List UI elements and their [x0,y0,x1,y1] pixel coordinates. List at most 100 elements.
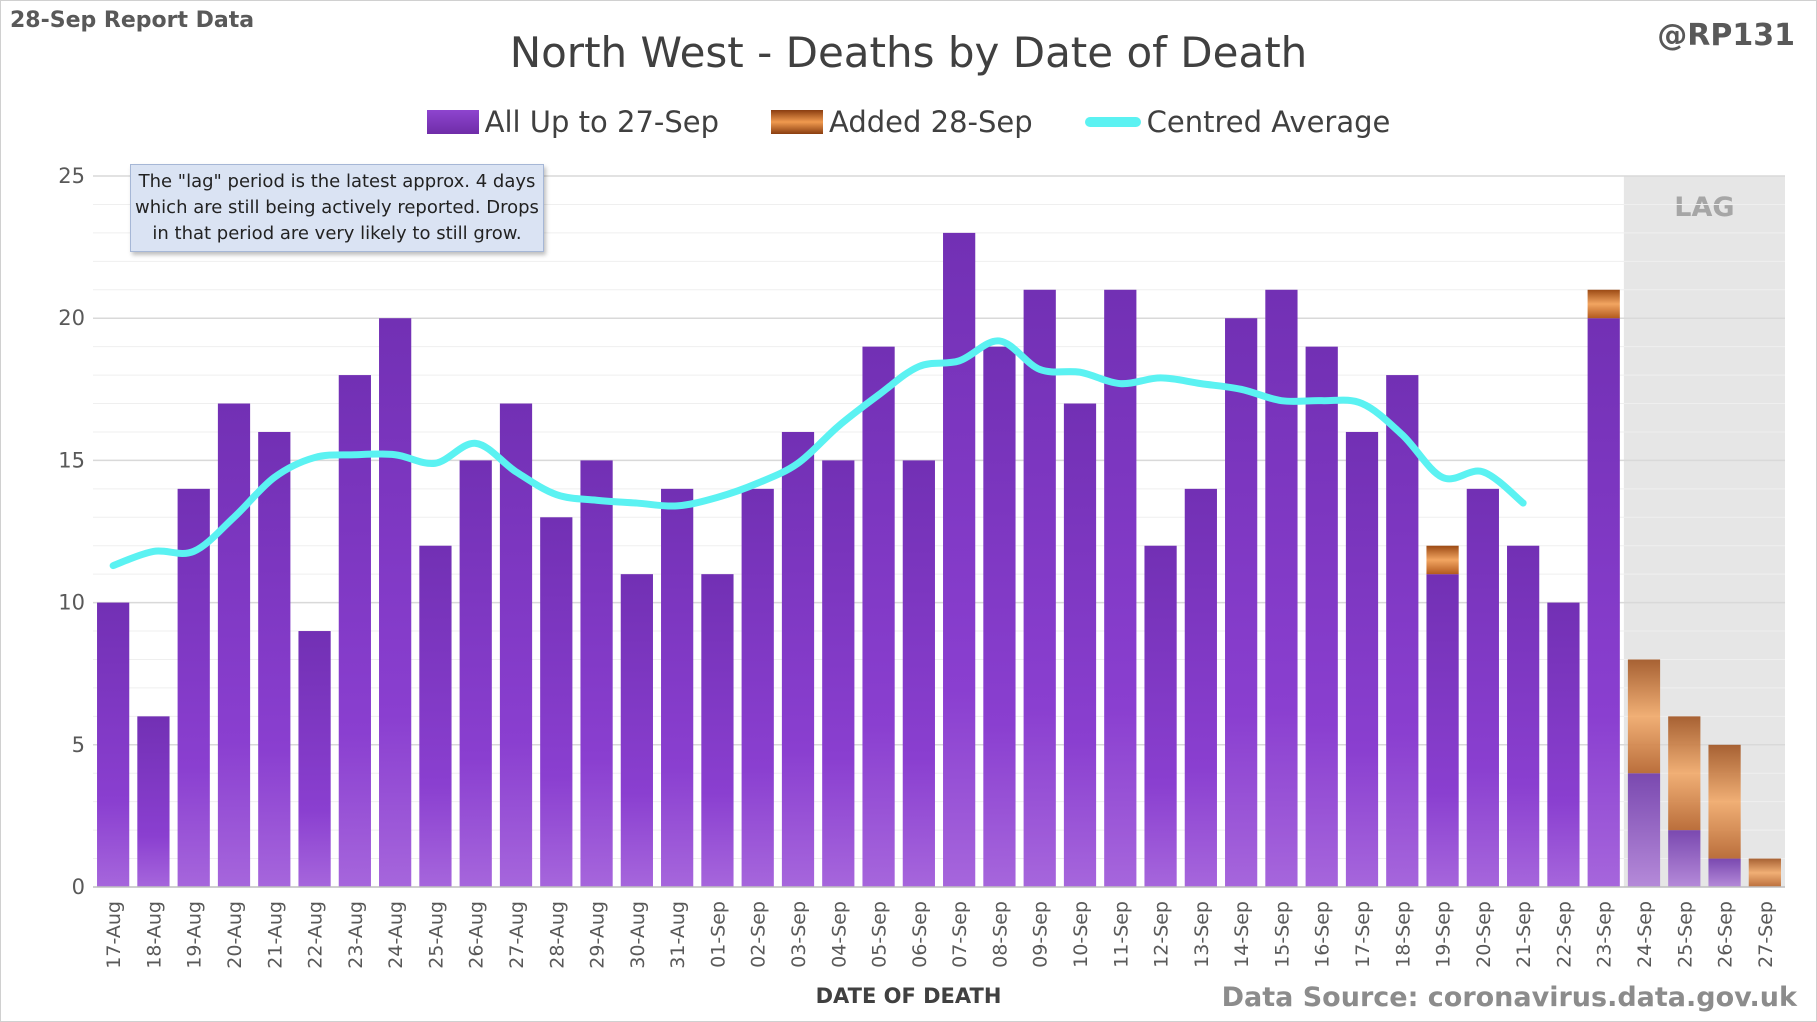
bar-added-26-Sep [1708,744,1741,859]
x-tick-label: 20-Aug [224,901,246,969]
bar-added-23-Sep [1587,289,1620,319]
author-handle: @RP131 [1657,18,1795,53]
bar-all-14-Sep [1225,318,1258,887]
legend-item-all: All Up to 27-Sep [426,105,720,139]
lag-label: LAG [1674,192,1734,223]
bar-all-29-Aug [580,460,613,887]
bar-all-26-Sep [1708,858,1741,887]
bar-all-22-Aug [298,631,331,887]
bar-all-22-Sep [1547,602,1580,887]
bar-all-09-Sep [1023,289,1056,887]
x-tick-label: 30-Aug [627,901,649,969]
x-tick-label: 27-Sep [1755,901,1777,968]
bar-all-05-Sep [862,346,895,887]
x-tick-label: 26-Aug [466,901,488,969]
legend-label-average: Centred Average [1146,105,1391,139]
data-source: Data Source: coronavirus.data.gov.uk [1221,982,1797,1013]
legend-label-added: Added 28-Sep [829,105,1033,139]
bar-all-18-Sep [1386,375,1419,887]
bar-all-01-Sep [701,574,734,887]
bar-all-20-Sep [1466,488,1499,887]
bar-all-17-Sep [1345,431,1379,887]
x-tick-label: 06-Sep [909,901,931,968]
legend: All Up to 27-Sep Added 28-Sep Centred Av… [0,105,1817,139]
y-tick-label: 5 [72,733,85,757]
bar-all-28-Aug [540,517,573,887]
y-tick-label: 15 [58,448,85,472]
y-tick-label: 10 [58,591,85,615]
y-tick-label: 25 [58,164,85,188]
legend-swatch-all [426,110,479,134]
bar-added-25-Sep [1668,716,1701,831]
x-tick-label: 09-Sep [1030,901,1052,968]
legend-swatch-added [771,110,824,134]
bar-all-25-Aug [419,545,452,887]
bar-all-16-Sep [1305,346,1338,887]
x-tick-label: 19-Aug [184,901,206,969]
x-tick-label: 25-Sep [1674,901,1696,968]
bar-all-13-Sep [1184,488,1217,887]
bar-all-23-Sep [1587,318,1620,887]
x-tick-label: 01-Sep [707,901,729,968]
bar-all-02-Sep [741,488,774,887]
x-tick-label: 24-Aug [385,901,407,969]
x-tick-label: 21-Aug [264,901,286,969]
x-tick-label: 05-Sep [869,901,891,968]
x-tick-label: 15-Sep [1271,901,1293,968]
bar-all-17-Aug [97,602,130,887]
x-tick-label: 22-Aug [305,901,327,969]
bar-all-10-Sep [1063,403,1097,887]
bar-all-19-Sep [1426,574,1459,887]
bar-all-24-Aug [379,318,412,887]
x-tick-label: 25-Aug [425,901,447,969]
x-tick-label: 29-Aug [587,901,609,969]
x-tick-label: 23-Sep [1594,901,1616,968]
x-tick-label: 08-Sep [989,901,1011,968]
x-tick-label: 21-Sep [1513,901,1535,968]
x-tick-label: 26-Sep [1715,901,1737,968]
bar-all-03-Sep [781,431,815,887]
y-tick-label: 0 [72,875,85,899]
x-tick-label: 12-Sep [1151,901,1173,968]
bar-all-07-Sep [943,232,976,887]
centred-average-line [109,337,1527,570]
x-tick-label: 18-Aug [143,901,165,969]
bar-all-04-Sep [822,460,855,887]
legend-item-average: Centred Average [1084,105,1391,139]
x-tick-label: 13-Sep [1191,901,1213,968]
bar-all-12-Sep [1144,545,1177,887]
bar-added-19-Sep [1426,545,1459,575]
bar-all-18-Aug [137,716,170,887]
x-tick-label: 24-Sep [1634,901,1656,968]
bar-all-31-Aug [661,488,694,887]
x-tick-label: 17-Aug [103,901,125,969]
bar-added-27-Sep [1748,858,1781,887]
lag-note: The "lag" period is the latest approx. 4… [130,164,544,252]
bar-all-24-Sep [1627,773,1661,887]
bar-all-06-Sep [902,460,935,887]
bar-all-15-Sep [1265,289,1298,887]
bar-all-27-Aug [499,403,533,887]
bar-all-21-Aug [258,431,291,887]
x-tick-label: 07-Sep [949,901,971,968]
chart-title: North West - Deaths by Date of Death [509,28,1308,77]
bar-all-21-Sep [1507,545,1540,887]
bar-all-23-Aug [338,375,371,887]
bar-all-26-Aug [459,460,492,887]
y-tick-label: 20 [58,306,85,330]
x-tick-label: 28-Aug [546,901,568,969]
x-tick-label: 14-Sep [1231,901,1253,968]
x-tick-label: 11-Sep [1110,901,1132,968]
bar-all-11-Sep [1104,289,1137,887]
x-axis-title: DATE OF DEATH [815,984,1002,1008]
legend-swatch-average [1084,117,1141,127]
bar-all-08-Sep [983,346,1016,887]
x-tick-label: 16-Sep [1312,901,1334,968]
x-tick-label: 31-Aug [667,901,689,969]
legend-item-added: Added 28-Sep [771,105,1033,139]
bar-added-24-Sep [1627,659,1661,774]
legend-label-all: All Up to 27-Sep [484,105,720,139]
x-tick-label: 22-Sep [1553,901,1575,968]
report-date-label: 28-Sep Report Data [10,8,255,33]
